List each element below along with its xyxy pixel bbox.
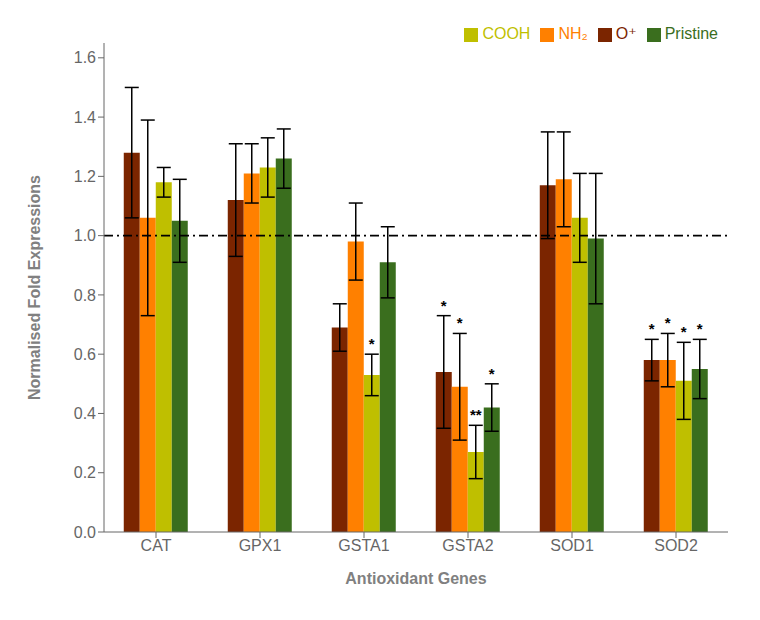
svg-text:*: * xyxy=(441,297,447,314)
svg-text:0.8: 0.8 xyxy=(74,287,96,304)
svg-text:SOD1: SOD1 xyxy=(550,537,594,554)
svg-text:0.0: 0.0 xyxy=(74,524,96,541)
svg-text:0.2: 0.2 xyxy=(74,464,96,481)
svg-text:*: * xyxy=(665,314,671,331)
svg-text:1.4: 1.4 xyxy=(74,109,96,126)
svg-text:GSTA2: GSTA2 xyxy=(442,537,493,554)
html-text:NH₂: NH₂ xyxy=(558,25,588,42)
svg-text:*: * xyxy=(681,323,687,340)
svg-text:SOD2: SOD2 xyxy=(654,537,698,554)
svg-text:GSTA1: GSTA1 xyxy=(338,537,389,554)
svg-text:*: * xyxy=(489,365,495,382)
svg-text:*: * xyxy=(369,335,375,352)
html-text:COOH: COOH xyxy=(482,25,531,42)
svg-text:1.2: 1.2 xyxy=(74,168,96,185)
svg-text:0.4: 0.4 xyxy=(74,405,96,422)
svg-text:Antioxidant Genes: Antioxidant Genes xyxy=(345,570,486,587)
svg-text:**: ** xyxy=(470,406,482,423)
svg-text:GPX1: GPX1 xyxy=(239,537,282,554)
svg-text:1.6: 1.6 xyxy=(74,49,96,66)
svg-text:Normalised Fold Expressions: Normalised Fold Expressions xyxy=(26,175,43,400)
svg-text:1.0: 1.0 xyxy=(74,227,96,244)
html-text:O⁺: O⁺ xyxy=(615,25,637,42)
svg-text:CAT: CAT xyxy=(141,537,172,554)
html-text:Pristine: Pristine xyxy=(664,25,718,42)
svg-text:*: * xyxy=(457,314,463,331)
svg-text:*: * xyxy=(649,320,655,337)
svg-text:0.6: 0.6 xyxy=(74,346,96,363)
svg-text:*: * xyxy=(697,320,703,337)
